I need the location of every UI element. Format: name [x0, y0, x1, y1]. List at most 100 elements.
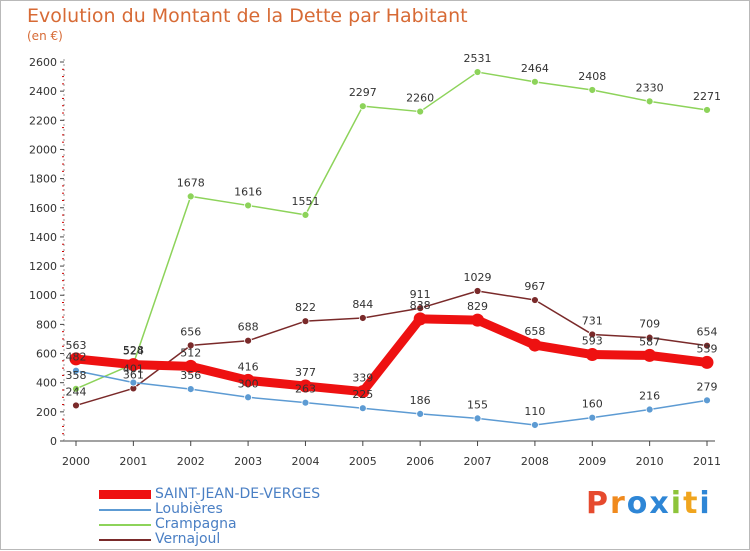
legend-label: Vernajoul [155, 531, 221, 547]
data-point [416, 107, 425, 116]
data-label: 2531 [464, 52, 492, 65]
data-label: 528 [123, 344, 144, 357]
data-label: 2271 [693, 90, 721, 103]
data-point [301, 211, 310, 219]
y-tick-label: 2400 [29, 85, 57, 98]
data-point [645, 333, 654, 342]
y-tick-label: 0 [50, 435, 57, 448]
x-tick-label: 2010 [636, 455, 664, 468]
data-point [531, 77, 539, 86]
data-point [588, 413, 597, 422]
series-line [75, 369, 708, 426]
data-point [473, 287, 482, 295]
x-tick-label: 2002 [177, 455, 205, 468]
data-label: 844 [352, 298, 373, 311]
data-point [588, 330, 597, 339]
legend-swatch [99, 539, 151, 541]
data-point [473, 414, 482, 423]
data-point [528, 338, 542, 352]
data-label: 416 [238, 360, 259, 373]
data-point [473, 68, 482, 76]
data-label: 654 [697, 326, 718, 339]
data-label: 482 [66, 351, 87, 364]
data-label: 160 [582, 398, 603, 411]
data-point [186, 385, 195, 394]
y-tick-label: 1400 [29, 231, 57, 244]
y-tick-label: 800 [36, 318, 57, 331]
data-point [69, 352, 83, 366]
data-label: 967 [524, 280, 545, 293]
data-label: 1029 [464, 271, 492, 284]
data-point [703, 396, 711, 405]
x-tick-label: 2000 [62, 455, 90, 468]
data-point [129, 378, 138, 387]
data-point [301, 398, 310, 407]
data-point [72, 366, 80, 375]
data-point [126, 358, 140, 372]
data-point [531, 421, 539, 429]
data-label: 186 [410, 394, 431, 407]
data-label: 658 [524, 325, 545, 338]
y-tick-label: 1000 [29, 289, 57, 302]
data-label: 401 [123, 363, 144, 376]
series-layer [69, 68, 714, 429]
data-point [645, 97, 654, 106]
data-label: 279 [697, 380, 718, 393]
data-label: 216 [639, 390, 660, 403]
x-tick-label: 2004 [291, 455, 319, 468]
data-label: 2464 [521, 62, 549, 75]
data-point [301, 317, 310, 326]
series-line [71, 314, 712, 397]
series-line [75, 71, 708, 390]
data-point [358, 102, 367, 111]
y-tick-label: 1200 [29, 260, 57, 273]
data-point [413, 312, 427, 326]
data-label: 2260 [406, 92, 434, 105]
chart-subtitle: (en €) [27, 29, 63, 43]
data-label: 358 [66, 369, 87, 382]
data-label: 244 [66, 385, 87, 398]
data-point [416, 304, 425, 313]
data-label: 587 [639, 335, 660, 348]
data-label: 731 [582, 314, 603, 327]
data-label: 838 [410, 299, 431, 312]
brand-letter: P [586, 486, 610, 521]
data-label: 155 [467, 398, 488, 411]
x-tick-label: 2003 [234, 455, 262, 468]
data-labels: 563 524 512 416 377 339 838 829 658 593 587 539 482 4… [66, 52, 722, 418]
y-tick-label: 1800 [29, 173, 57, 186]
y-tick-label: 600 [36, 348, 57, 361]
x-tick-label: 2011 [693, 455, 721, 468]
data-label: 563 [66, 339, 87, 352]
legend-swatch [99, 509, 151, 511]
data-label: 2330 [636, 81, 664, 94]
data-label: 709 [639, 318, 660, 331]
data-point [184, 359, 198, 373]
data-point [700, 355, 714, 369]
legend-label: Crampagna [155, 516, 237, 532]
data-label: 829 [467, 300, 488, 313]
data-label: 688 [238, 321, 259, 334]
data-label: 110 [524, 405, 545, 418]
data-label: 377 [295, 366, 316, 379]
legend-swatch [99, 524, 151, 526]
legend-label: Loubières [155, 501, 223, 517]
data-label: 539 [697, 342, 718, 355]
data-point [244, 336, 252, 345]
data-point [585, 348, 599, 362]
x-tick-label: 2007 [464, 455, 492, 468]
data-point [416, 409, 425, 418]
data-point [643, 348, 657, 362]
data-label: 225 [352, 388, 373, 401]
data-label: 911 [410, 288, 431, 301]
y-tick-label: 2600 [29, 56, 57, 69]
data-point [186, 341, 195, 350]
brand-logo: Proxiti [586, 486, 712, 521]
x-tick-label: 2008 [521, 455, 549, 468]
data-point [531, 296, 539, 304]
data-point [356, 385, 370, 399]
data-label: 656 [180, 325, 201, 338]
y-tick-label: 2000 [29, 143, 57, 156]
data-point [244, 393, 252, 402]
